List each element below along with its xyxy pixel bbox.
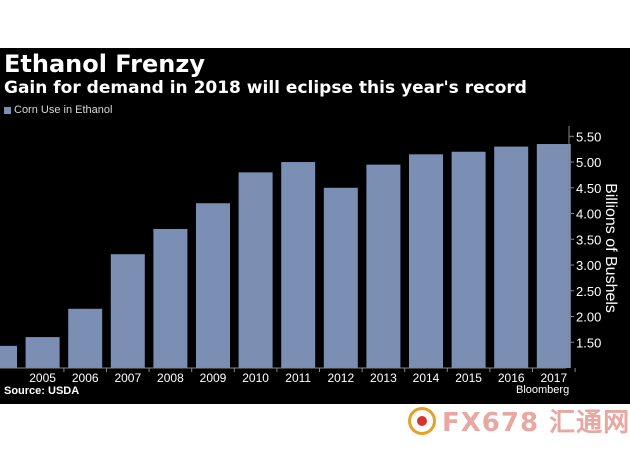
y-tick-label: 1.50	[576, 335, 601, 350]
bar-2017	[536, 144, 571, 368]
y-tick-label: 5.00	[576, 155, 601, 170]
bar-2009	[196, 203, 230, 368]
y-axis: 1.50 2.00 2.50 3.00 3.50 4.00 4.50 5.00 5.50	[568, 126, 601, 368]
watermark: FX678 汇通网	[408, 402, 630, 439]
x-tick-label: 2016	[498, 371, 525, 385]
x-tick-label: 2011	[285, 371, 311, 385]
x-tick-label: 2015	[455, 371, 482, 385]
legend-label: Corn Use in Ethanol	[14, 104, 113, 116]
x-tick-labels: 2005 2006 2007 2008 2009 2010 2011 2012 2013 2014…	[0, 367, 576, 385]
bar-2007	[110, 254, 145, 368]
legend-swatch	[4, 106, 11, 114]
y-tick-label: 3.00	[576, 258, 601, 273]
bar-2010	[238, 172, 273, 368]
x-tick-label: 2010	[242, 371, 269, 385]
x-tick-label: 2013	[370, 371, 397, 385]
y-tick-label: 2.00	[576, 310, 601, 325]
y-axis-label: Billions of Bushels	[602, 183, 619, 313]
bar-2006	[68, 308, 103, 368]
watermark-text: FX678 汇通网	[442, 408, 630, 438]
y-tick-label: 3.50	[576, 232, 601, 247]
bar-2005	[25, 337, 60, 368]
x-tick-label: 2007	[114, 371, 141, 385]
x-tick-label: 2009	[200, 371, 227, 385]
legend: Corn Use in Ethanol	[4, 104, 112, 116]
bar-2013	[366, 164, 401, 368]
bar-2012	[323, 187, 358, 368]
watermark-logo-icon	[408, 406, 436, 435]
y-tick-label: 5.50	[576, 129, 601, 144]
bar-2016	[494, 146, 529, 368]
y-tick-label: 4.50	[576, 181, 601, 196]
x-tick-label: 2017	[540, 371, 567, 385]
x-tick-label: 2005	[29, 371, 56, 385]
bar-2011	[281, 162, 316, 368]
chart-title: Ethanol Frenzy	[4, 50, 205, 78]
bar-2015	[451, 151, 486, 368]
bar-2008	[153, 228, 188, 368]
x-tick-label: 2014	[413, 371, 440, 385]
bars-group	[0, 144, 571, 368]
bar-first	[0, 345, 17, 368]
brand-logo: Bloomberg	[516, 384, 570, 396]
chart-subtitle: Gain for demand in 2018 will eclipse thi…	[4, 78, 527, 98]
y-tick-label: 2.50	[576, 284, 601, 299]
x-tick-label: 2006	[72, 371, 99, 385]
bar-2014	[409, 154, 443, 368]
y-tick-label: 4.00	[576, 207, 601, 222]
x-tick-label: 2012	[327, 371, 354, 385]
source-note: Source: USDA	[4, 385, 80, 397]
x-tick-label: 2008	[157, 371, 184, 385]
